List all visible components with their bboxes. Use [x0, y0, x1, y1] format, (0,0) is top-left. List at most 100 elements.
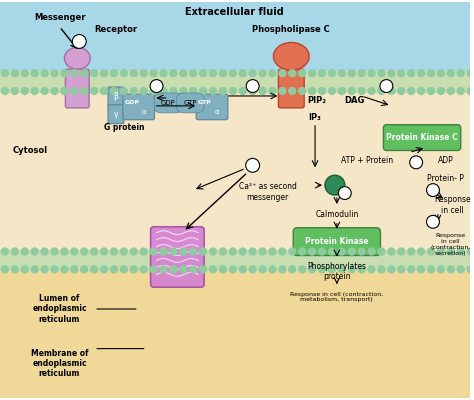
Circle shape [61, 248, 68, 255]
Circle shape [418, 88, 425, 94]
Circle shape [279, 266, 286, 273]
Circle shape [279, 70, 286, 77]
Circle shape [100, 266, 108, 273]
Circle shape [246, 158, 260, 172]
Circle shape [200, 248, 207, 255]
Circle shape [150, 88, 157, 94]
Circle shape [246, 80, 259, 92]
Circle shape [130, 70, 137, 77]
Text: 6c: 6c [340, 188, 350, 198]
Circle shape [438, 248, 444, 255]
FancyBboxPatch shape [123, 94, 155, 120]
Text: 5a: 5a [411, 158, 421, 167]
Circle shape [447, 70, 454, 77]
Circle shape [289, 266, 296, 273]
Circle shape [73, 34, 86, 48]
Circle shape [338, 266, 345, 273]
Text: γ: γ [114, 110, 118, 119]
Circle shape [1, 248, 9, 255]
Circle shape [51, 266, 58, 273]
Circle shape [447, 266, 454, 273]
Circle shape [249, 266, 256, 273]
FancyBboxPatch shape [0, 2, 470, 91]
Text: Messenger: Messenger [35, 13, 86, 22]
Circle shape [110, 70, 118, 77]
Circle shape [418, 248, 425, 255]
FancyBboxPatch shape [151, 227, 204, 287]
Text: 1: 1 [77, 37, 82, 46]
Circle shape [348, 70, 355, 77]
Circle shape [71, 248, 78, 255]
Circle shape [319, 70, 326, 77]
Circle shape [328, 248, 336, 255]
Text: IP₃: IP₃ [309, 113, 321, 122]
Circle shape [219, 248, 227, 255]
Circle shape [200, 266, 207, 273]
Circle shape [467, 88, 474, 94]
Circle shape [190, 88, 197, 94]
Circle shape [31, 266, 38, 273]
Circle shape [259, 88, 266, 94]
Text: Protein- P: Protein- P [428, 174, 465, 183]
FancyBboxPatch shape [293, 228, 381, 256]
Circle shape [378, 88, 385, 94]
FancyBboxPatch shape [0, 71, 470, 93]
Circle shape [160, 88, 167, 94]
Circle shape [410, 156, 422, 169]
Circle shape [51, 248, 58, 255]
Text: GTP: GTP [183, 100, 197, 106]
Circle shape [325, 175, 345, 195]
Text: ATP + Protein: ATP + Protein [340, 156, 392, 165]
Circle shape [348, 88, 355, 94]
Circle shape [348, 248, 355, 255]
Circle shape [319, 266, 326, 273]
Circle shape [120, 248, 128, 255]
Circle shape [1, 266, 9, 273]
Text: Response
in cell
(contraction,
secretion): Response in cell (contraction, secretion… [430, 233, 471, 256]
Circle shape [120, 88, 128, 94]
Circle shape [289, 248, 296, 255]
Circle shape [21, 266, 28, 273]
Circle shape [358, 88, 365, 94]
Circle shape [71, 266, 78, 273]
Circle shape [408, 266, 415, 273]
Circle shape [269, 70, 276, 77]
Circle shape [130, 266, 137, 273]
Circle shape [338, 70, 345, 77]
Circle shape [388, 70, 395, 77]
Circle shape [81, 70, 88, 77]
Circle shape [41, 248, 48, 255]
Circle shape [309, 88, 316, 94]
Circle shape [467, 248, 474, 255]
Text: Cytosol: Cytosol [12, 146, 47, 155]
Circle shape [338, 88, 345, 94]
Circle shape [269, 266, 276, 273]
Text: GTP: GTP [198, 100, 212, 106]
Circle shape [61, 88, 68, 94]
Circle shape [299, 70, 306, 77]
Circle shape [150, 70, 157, 77]
Circle shape [51, 88, 58, 94]
Text: ADP: ADP [438, 156, 454, 165]
Circle shape [170, 88, 177, 94]
Circle shape [180, 266, 187, 273]
Text: Protein Kinase C: Protein Kinase C [386, 133, 458, 142]
Circle shape [388, 266, 395, 273]
Circle shape [120, 266, 128, 273]
Circle shape [219, 88, 227, 94]
Circle shape [170, 266, 177, 273]
Circle shape [110, 248, 118, 255]
Circle shape [150, 266, 157, 273]
Ellipse shape [64, 48, 90, 69]
Text: Protein Kinase: Protein Kinase [305, 237, 369, 246]
Circle shape [229, 70, 237, 77]
Text: Lumen of
endoplasmic
reticulum: Lumen of endoplasmic reticulum [32, 294, 87, 324]
Circle shape [110, 88, 118, 94]
Circle shape [11, 88, 18, 94]
FancyBboxPatch shape [65, 69, 89, 108]
Circle shape [219, 70, 227, 77]
Circle shape [170, 248, 177, 255]
Text: 6a: 6a [428, 186, 438, 194]
Circle shape [239, 266, 246, 273]
Circle shape [428, 248, 435, 255]
